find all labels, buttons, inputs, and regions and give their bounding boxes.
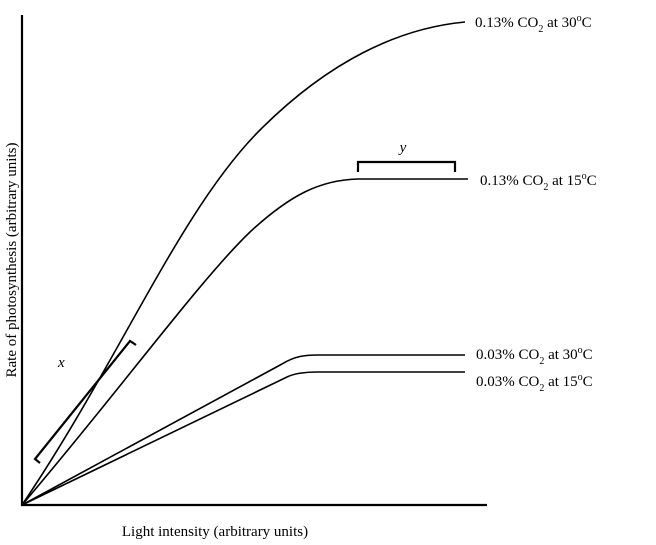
curve [21,178,468,506]
curve-labels: 0.13% CO2 at 30oC 0.13% CO2 at 15oC 0.03… [475,13,597,394]
curve [21,21,466,506]
curve-label: 0.03% CO2 at 15oC [476,372,593,394]
bracket [356,160,457,172]
y-axis-label: Rate of photosynthesis (arbitrary units) [4,143,20,378]
curve [21,354,465,506]
bracket [33,339,137,464]
curve-label: 0.13% CO2 at 30oC [475,13,592,35]
bracket-label: x [57,355,65,371]
curve [21,371,465,506]
bracket-label: y [398,140,407,156]
x-axis-label: Light intensity (arbitrary units) [122,524,308,540]
curve-label: 0.13% CO2 at 15oC [480,171,597,193]
axes [20,15,487,507]
curve-label: 0.03% CO2 at 30oC [476,345,593,367]
